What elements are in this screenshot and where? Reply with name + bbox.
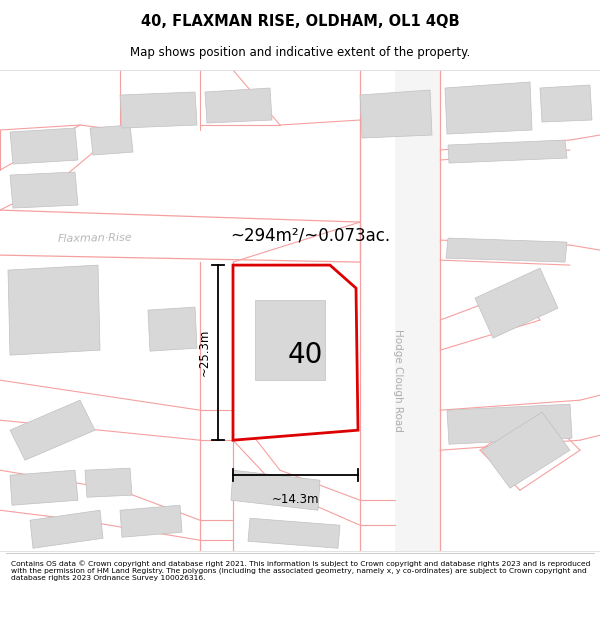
Text: Contains OS data © Crown copyright and database right 2021. This information is : Contains OS data © Crown copyright and d… xyxy=(11,560,590,581)
Polygon shape xyxy=(0,210,360,262)
Text: Map shows position and indicative extent of the property.: Map shows position and indicative extent… xyxy=(130,46,470,59)
Text: 40, FLAXMAN RISE, OLDHAM, OL1 4QB: 40, FLAXMAN RISE, OLDHAM, OL1 4QB xyxy=(140,14,460,29)
Polygon shape xyxy=(395,70,440,551)
Polygon shape xyxy=(10,400,95,460)
Polygon shape xyxy=(85,468,132,498)
Polygon shape xyxy=(447,404,572,444)
Polygon shape xyxy=(30,510,103,548)
Text: Hodge Clough Road: Hodge Clough Road xyxy=(393,329,403,432)
Polygon shape xyxy=(446,238,567,262)
Polygon shape xyxy=(8,265,100,355)
Polygon shape xyxy=(231,470,320,510)
Text: Flaxman·Rise: Flaxman·Rise xyxy=(58,232,133,244)
Polygon shape xyxy=(482,412,570,488)
Polygon shape xyxy=(90,125,133,155)
Polygon shape xyxy=(445,82,532,134)
Polygon shape xyxy=(148,307,197,351)
Polygon shape xyxy=(540,85,592,122)
Text: 40: 40 xyxy=(287,341,323,369)
Polygon shape xyxy=(248,518,340,548)
Polygon shape xyxy=(10,470,78,505)
Polygon shape xyxy=(255,300,325,380)
Polygon shape xyxy=(10,128,78,164)
Polygon shape xyxy=(205,88,272,123)
Polygon shape xyxy=(120,92,197,128)
Text: ~14.3m: ~14.3m xyxy=(272,493,319,506)
Polygon shape xyxy=(360,70,395,551)
Polygon shape xyxy=(233,265,358,440)
Polygon shape xyxy=(360,90,432,138)
Polygon shape xyxy=(448,140,567,163)
Polygon shape xyxy=(10,172,78,208)
Text: ~25.3m: ~25.3m xyxy=(197,329,211,376)
Polygon shape xyxy=(120,505,182,538)
Polygon shape xyxy=(475,268,558,338)
Text: ~294m²/~0.073ac.: ~294m²/~0.073ac. xyxy=(230,226,390,244)
